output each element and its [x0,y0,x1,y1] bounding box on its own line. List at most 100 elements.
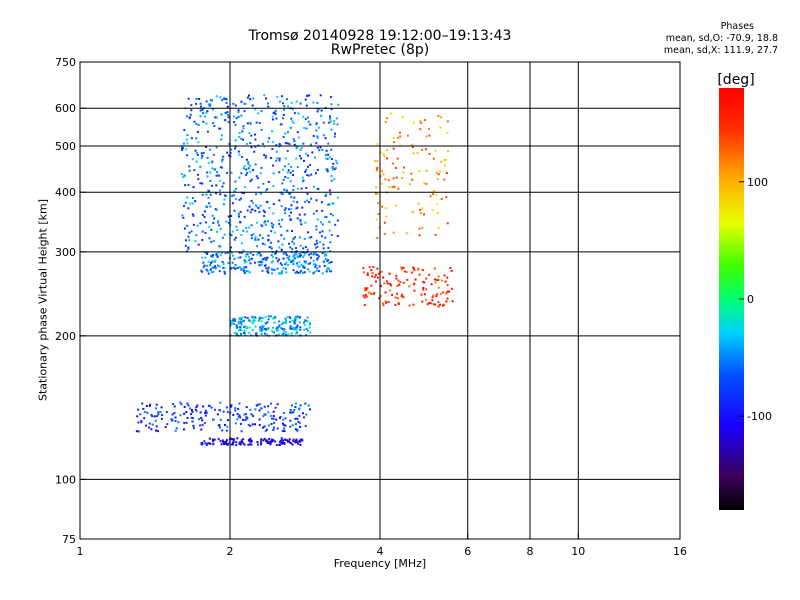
y-tick-label: 500 [55,140,76,153]
data-point [238,251,241,254]
data-point [298,422,301,425]
data-point [301,412,304,415]
data-point [272,414,275,417]
data-point [329,117,332,120]
data-point [249,164,252,167]
data-point [295,253,298,256]
data-point [237,150,240,153]
data-point [159,410,162,413]
data-point [397,136,400,139]
data-point [217,251,220,254]
data-point [432,303,435,306]
data-point [309,322,312,325]
data-point [316,101,319,104]
data-point [255,205,258,208]
data-point [298,414,301,417]
data-point [294,423,297,426]
data-point [207,196,210,199]
data-point [283,237,286,240]
data-point [294,271,297,274]
data-point [160,406,163,409]
data-point [335,159,338,162]
data-point [181,214,184,217]
data-point [315,253,318,256]
data-point [418,227,421,230]
data-point [298,265,301,268]
data-point [244,102,247,105]
data-point [220,134,223,137]
data-point [201,256,204,259]
data-point [218,265,221,268]
data-point [300,263,303,266]
data-point [399,281,402,284]
data-point [230,443,233,446]
data-point [212,440,215,443]
data-point [227,113,230,116]
data-point [413,289,416,292]
data-point [255,221,258,224]
data-point [230,214,233,217]
data-point [206,442,209,445]
data-point [304,118,307,121]
data-point [206,264,209,267]
data-point [234,198,237,201]
data-point [205,193,208,196]
data-point [278,199,281,202]
data-point [305,104,308,107]
data-point [199,222,202,225]
data-point [212,443,215,446]
data-point [310,173,313,176]
data-point [273,231,276,234]
data-point [180,173,183,176]
data-point [254,133,257,136]
data-point [272,426,275,429]
data-point [322,243,325,246]
data-point [231,230,234,233]
data-point [262,317,265,320]
data-point [314,266,317,269]
data-point [285,253,288,256]
data-point [221,261,224,264]
data-point [436,278,439,281]
data-point [220,443,223,446]
data-point [245,158,248,161]
data-point [223,267,226,270]
data-point [148,404,151,407]
data-point [271,417,274,420]
data-point [421,226,424,229]
data-point [387,300,390,303]
data-point [327,246,330,249]
data-point [233,318,236,321]
data-point [240,233,243,236]
data-point [432,189,435,192]
data-point [252,169,255,172]
data-point [451,300,454,303]
data-point [199,109,202,112]
data-point [206,270,209,273]
data-point [320,114,323,117]
data-point [381,205,384,208]
data-point [265,267,268,270]
data-point [380,151,383,154]
data-point [384,178,387,181]
data-point [268,137,271,140]
data-point [272,172,275,175]
data-point [394,296,397,299]
data-point [272,141,275,144]
data-point [215,174,218,177]
data-point [304,319,307,322]
data-point [293,140,296,143]
data-point [423,182,426,185]
data-point [211,438,214,441]
data-point [263,327,266,330]
data-point [283,427,286,430]
data-point [412,266,415,269]
data-point [286,316,289,319]
data-point [382,304,385,307]
data-point [273,253,276,256]
data-point [250,134,253,137]
data-point [233,322,236,325]
data-point [405,232,408,235]
data-point [282,332,285,335]
data-point [307,404,310,407]
